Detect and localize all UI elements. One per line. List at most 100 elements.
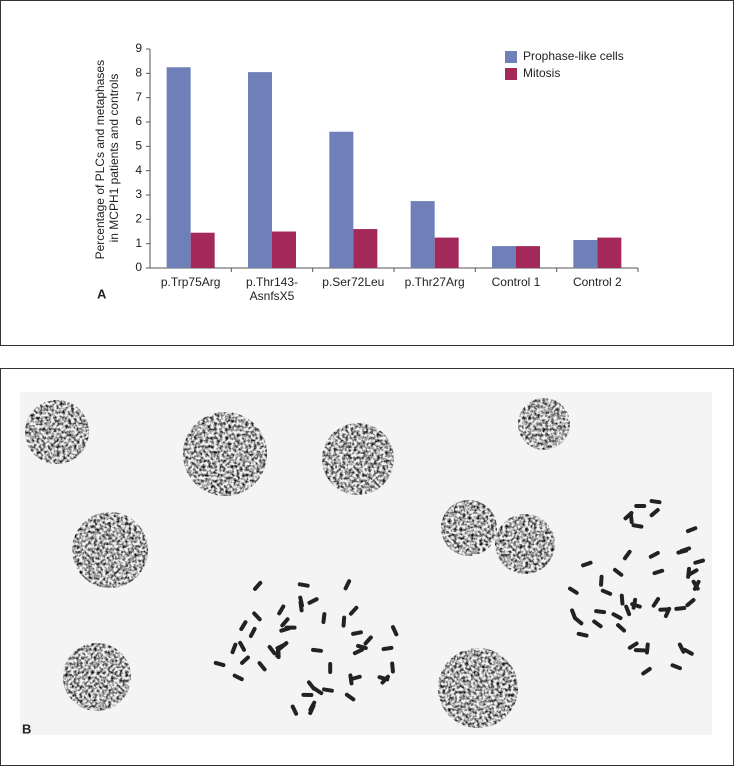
chromosome: [280, 617, 290, 628]
y-tick-label: 0: [135, 260, 142, 274]
chromosome: [644, 642, 650, 655]
chromosome: [682, 647, 694, 656]
bar: [353, 229, 378, 268]
legend-label: Mitosis: [523, 66, 560, 80]
bar: [329, 131, 354, 268]
x-tick-label: Control 1: [492, 275, 541, 289]
chromosome: [611, 612, 623, 621]
chromosome: [275, 642, 287, 651]
cell: [518, 398, 570, 450]
panel-label: A: [97, 286, 107, 301]
bar: [516, 246, 540, 268]
cell: [495, 514, 555, 574]
y-tick-label: 2: [135, 212, 142, 226]
chromosome: [674, 606, 687, 611]
cell: [25, 400, 89, 464]
bar: [573, 240, 598, 268]
chromosome: [343, 579, 352, 591]
chromosome: [341, 615, 347, 628]
chromosome: [240, 655, 250, 665]
chromosome: [622, 549, 632, 561]
chromosome: [687, 568, 699, 577]
micrograph-cells: [25, 398, 705, 728]
chromosome: [248, 626, 257, 638]
chromosome: [612, 567, 624, 577]
bar: [410, 201, 435, 268]
chromosome: [685, 526, 698, 534]
chromosome: [252, 611, 262, 622]
chromosome: [677, 642, 686, 654]
chromosome: [693, 558, 705, 565]
y-tick-label: 5: [135, 139, 142, 153]
chromosome: [348, 605, 359, 616]
chromosome: [651, 597, 661, 608]
bar: [434, 237, 459, 268]
x-tick-label: p.Thr143-AsnfsX5: [246, 275, 298, 303]
bar: [597, 237, 622, 268]
chromosome: [298, 595, 304, 608]
y-axis-label: Percentage of PLCs and metaphases in MCP…: [93, 57, 121, 260]
chromosome: [567, 586, 579, 595]
chromosome: [600, 588, 613, 596]
y-tick-label: 4: [135, 163, 142, 177]
chromosome: [350, 674, 362, 681]
bar: [190, 232, 215, 268]
chromosome: [356, 643, 368, 651]
chromosome: [213, 660, 226, 668]
chromosome: [648, 550, 660, 559]
chromosome: [594, 609, 607, 615]
chromosome: [652, 568, 665, 576]
chromosome: [344, 692, 356, 702]
chromosome: [279, 626, 291, 633]
cell: [441, 500, 497, 556]
chromosome: [573, 616, 584, 626]
chromosome: [230, 642, 238, 655]
chromosome: [301, 692, 314, 697]
chromosome: [631, 597, 638, 610]
chromosome: [328, 662, 333, 675]
chromosome: [641, 666, 652, 676]
chromosome: [649, 508, 660, 518]
chromosome: [627, 641, 639, 650]
x-tick-label: p.Trp75Arg: [161, 275, 221, 289]
chromosome: [239, 620, 248, 632]
chromosome: [679, 546, 692, 553]
y-tick-label: 1: [135, 236, 142, 250]
chromosome: [663, 606, 672, 619]
chromosome: [381, 645, 394, 652]
chromosome: [290, 704, 299, 716]
chromosome: [599, 574, 604, 587]
chromosome: [576, 631, 589, 638]
x-tick-label: p.Thr27Arg: [405, 275, 465, 289]
cell: [183, 412, 267, 496]
chromosome: [352, 647, 365, 656]
chromosome: [277, 604, 286, 616]
chromosome: [624, 604, 632, 617]
y-tick-label: 9: [135, 41, 142, 55]
chromosome: [232, 673, 244, 682]
bar: [492, 246, 516, 268]
chromosome: [322, 687, 334, 693]
y-tick-label: 7: [135, 90, 142, 104]
cell: [322, 423, 394, 495]
legend-swatch: [505, 51, 517, 63]
bar: [166, 67, 191, 268]
chromosome: [628, 512, 634, 525]
chromosome: [380, 674, 390, 685]
chromosome: [253, 580, 263, 591]
chromosome: [616, 623, 627, 633]
chromosome: [390, 661, 395, 674]
x-tick-label: Control 2: [573, 275, 622, 289]
chromosome: [238, 640, 247, 652]
legend-label: Prophase-like cells: [523, 49, 624, 63]
chromosome: [267, 644, 277, 656]
chromosome: [592, 619, 603, 629]
chromosome: [581, 560, 593, 568]
y-tick-label: 6: [135, 114, 142, 128]
chromosome: [692, 579, 701, 591]
chromosome: [649, 499, 662, 505]
chromosome: [321, 612, 327, 625]
chromosome: [257, 661, 267, 672]
chromosome: [308, 703, 316, 716]
chromosome: [307, 597, 319, 605]
